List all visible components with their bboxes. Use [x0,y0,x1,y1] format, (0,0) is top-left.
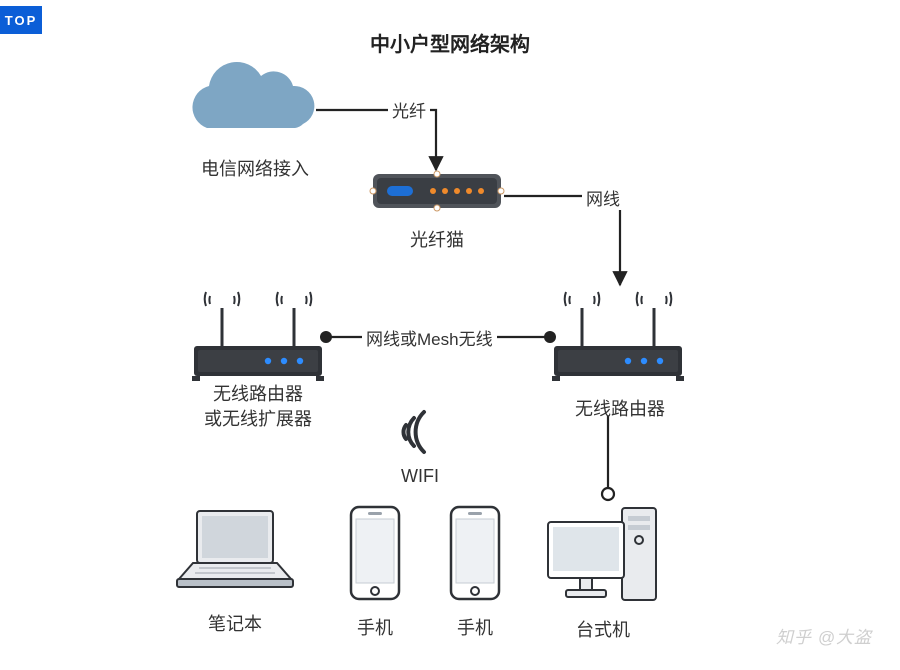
wifi-icon [403,412,424,452]
label-router-left: 无线路由器或无线扩展器 [188,382,328,432]
label-modem: 光纤猫 [400,226,474,252]
router-right-icon [552,292,684,381]
label-phone2: 手机 [450,614,500,640]
label-cloud: 电信网络接入 [195,155,315,181]
edge-label-fiber: 光纤 [388,97,430,122]
phone1-icon [351,507,399,599]
edge-router-desktop [602,416,614,500]
label-laptop: 笔记本 [198,610,272,636]
edge-label-lan: 网线 [582,185,624,210]
label-phone1: 手机 [350,614,400,640]
phone2-icon [451,507,499,599]
diagram-title: 中小户型网络架构 [0,28,900,57]
edge-label-mesh: 网线或Mesh无线 [362,325,497,350]
router-left-icon [192,292,324,381]
cloud-icon [192,62,314,128]
label-wifi: WIFI [392,466,448,487]
label-router-right: 无线路由器 [560,395,680,421]
watermark: 知乎 @大盗 [776,623,872,648]
laptop-icon [177,511,293,587]
desktop-icon [548,508,656,600]
label-desktop: 台式机 [566,616,640,642]
modem-icon [370,171,504,211]
